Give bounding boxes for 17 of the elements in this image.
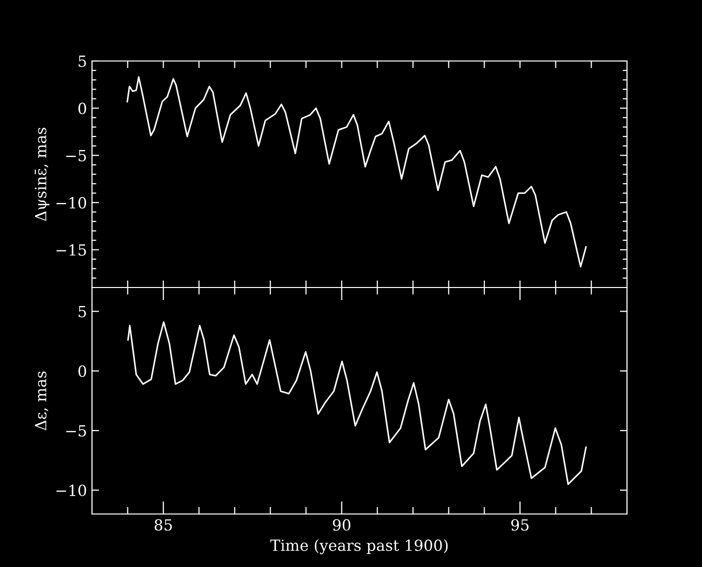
y-tick-label: 5 <box>78 306 86 318</box>
x-tick-label: 85 <box>154 519 172 531</box>
line-series <box>127 321 587 485</box>
x-axis-title: Time (years past 1900) <box>270 539 448 554</box>
line-series <box>126 76 587 268</box>
x-tick-label: 95 <box>511 519 529 531</box>
y-tick-label: −10 <box>56 484 86 496</box>
y-tick-label: 0 <box>78 365 86 377</box>
y-tick-label: 5 <box>78 56 86 68</box>
y-tick-label: −5 <box>66 425 86 437</box>
y-tick-label: −15 <box>56 244 86 256</box>
x-tick-label: 90 <box>332 519 350 531</box>
y-tick-label: −10 <box>56 197 86 209</box>
y-axis-title: Δε, mas <box>35 371 48 430</box>
y-tick-label: 0 <box>78 102 86 114</box>
y-tick-label: −5 <box>66 150 86 162</box>
y-axis-title: Δψsinε̄, mas <box>34 128 50 221</box>
